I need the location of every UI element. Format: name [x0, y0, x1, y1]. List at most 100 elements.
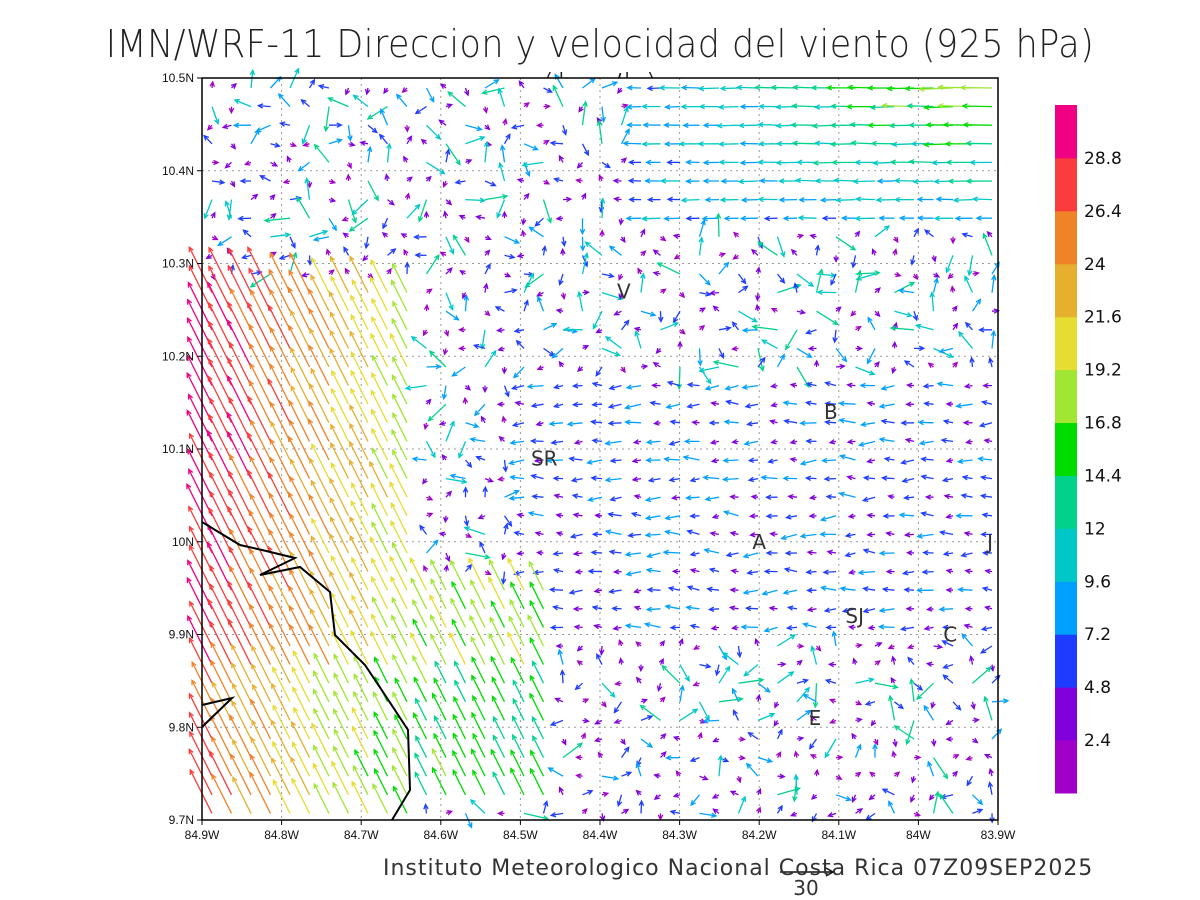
wind-vector: [251, 663, 272, 703]
wind-vector: [854, 215, 876, 222]
wind-vector: [831, 159, 856, 166]
wind-vector: [631, 457, 642, 464]
wind-vector: [942, 550, 954, 557]
wind-vector: [465, 124, 483, 132]
wind-vector: [745, 762, 759, 777]
wind-vector: [945, 255, 954, 274]
wind-vector: [550, 439, 564, 446]
wind-vector: [516, 252, 525, 259]
wind-vector: [663, 456, 681, 463]
wind-vector: [830, 273, 837, 286]
wind-vector: [475, 214, 486, 221]
wind-vector: [371, 502, 389, 535]
wind-vector: [471, 711, 486, 740]
wind-vector: [689, 756, 700, 762]
wind-vector: [342, 232, 349, 239]
wind-vector: [308, 418, 330, 461]
wind-vector: [454, 179, 466, 185]
lat-tick-label: 10N: [172, 535, 194, 549]
wind-vector: [920, 474, 934, 480]
wind-vector: [757, 121, 778, 128]
wind-vector: [790, 122, 817, 128]
wind-vector: [445, 310, 460, 321]
wind-vector: [682, 122, 700, 129]
wind-vector: [532, 569, 544, 576]
wind-vector: [913, 345, 926, 352]
wind-vector: [530, 402, 544, 409]
wind-vector: [862, 607, 876, 614]
colorbar-swatch: [1055, 634, 1077, 688]
wind-vector: [553, 383, 564, 390]
wind-vector: [345, 173, 352, 182]
wind-vector: [601, 791, 610, 798]
wind-vector: [645, 439, 661, 445]
wind-vector: [555, 643, 564, 649]
wind-vector: [406, 176, 413, 183]
wind-vector: [229, 453, 252, 498]
wind-vector: [804, 400, 817, 406]
wind-vector: [979, 474, 993, 481]
wind-vector: [928, 794, 935, 801]
wind-vector: [292, 649, 311, 684]
lat-tick-label: 9.9N: [169, 628, 194, 642]
wind-vector: [536, 550, 544, 556]
wind-vector: [704, 384, 720, 391]
wind-vector: [793, 282, 799, 293]
wind-vector: [413, 234, 427, 240]
wind-vector: [942, 663, 954, 669]
wind-vector: [415, 697, 428, 721]
wind-vector: [272, 704, 291, 740]
colorbar-label: 12: [1084, 519, 1106, 539]
wind-vector: [604, 477, 622, 483]
wind-vector: [187, 614, 213, 665]
wind-vector: [594, 512, 603, 519]
wind-vector: [553, 177, 564, 183]
wind-vector: [932, 277, 939, 293]
wind-vector: [527, 613, 545, 647]
wind-vector: [894, 701, 905, 710]
wind-vector: [806, 549, 817, 556]
wind-vector: [374, 656, 389, 684]
wind-vector: [464, 87, 470, 97]
wind-vector: [503, 522, 509, 535]
wind-vector: [794, 177, 817, 184]
wind-vector: [678, 141, 700, 147]
wind-vector: [269, 326, 291, 368]
wind-vector: [649, 400, 661, 407]
wind-vector: [594, 719, 603, 725]
wind-vector: [211, 235, 219, 241]
wind-vector: [508, 615, 525, 647]
wind-vector: [186, 316, 213, 368]
wind-vector: [738, 736, 746, 742]
wind-vector: [692, 681, 700, 687]
lat-tick-label: 9.7N: [169, 813, 194, 827]
wind-vector: [562, 742, 584, 759]
wind-vector: [521, 161, 544, 168]
wind-vector: [894, 310, 913, 318]
wind-vector: [693, 644, 700, 650]
wind-vector: [587, 496, 603, 502]
wind-vector: [755, 303, 761, 312]
wind-vector: [891, 366, 897, 375]
wind-vector: [186, 576, 213, 628]
wind-vector: [508, 495, 525, 501]
wind-vector: [646, 85, 661, 92]
wind-vector: [584, 241, 603, 256]
wind-vector: [647, 477, 661, 483]
wind-vector: [409, 556, 428, 591]
wind-vector: [374, 767, 389, 796]
wind-vector: [699, 273, 711, 286]
wind-vector: [697, 731, 703, 740]
wind-vector: [462, 396, 469, 405]
wind-vector: [301, 124, 311, 145]
wind-vector: [704, 197, 720, 203]
colorbar-swatch: [1055, 105, 1077, 159]
wind-vector: [627, 532, 642, 538]
wind-vector: [742, 589, 759, 595]
wind-vector: [888, 694, 896, 721]
wind-vector: [403, 248, 409, 256]
wind-vector: [452, 234, 467, 256]
wind-vector: [542, 800, 549, 814]
wind-vector: [333, 653, 350, 684]
wind-vector: [901, 570, 915, 576]
